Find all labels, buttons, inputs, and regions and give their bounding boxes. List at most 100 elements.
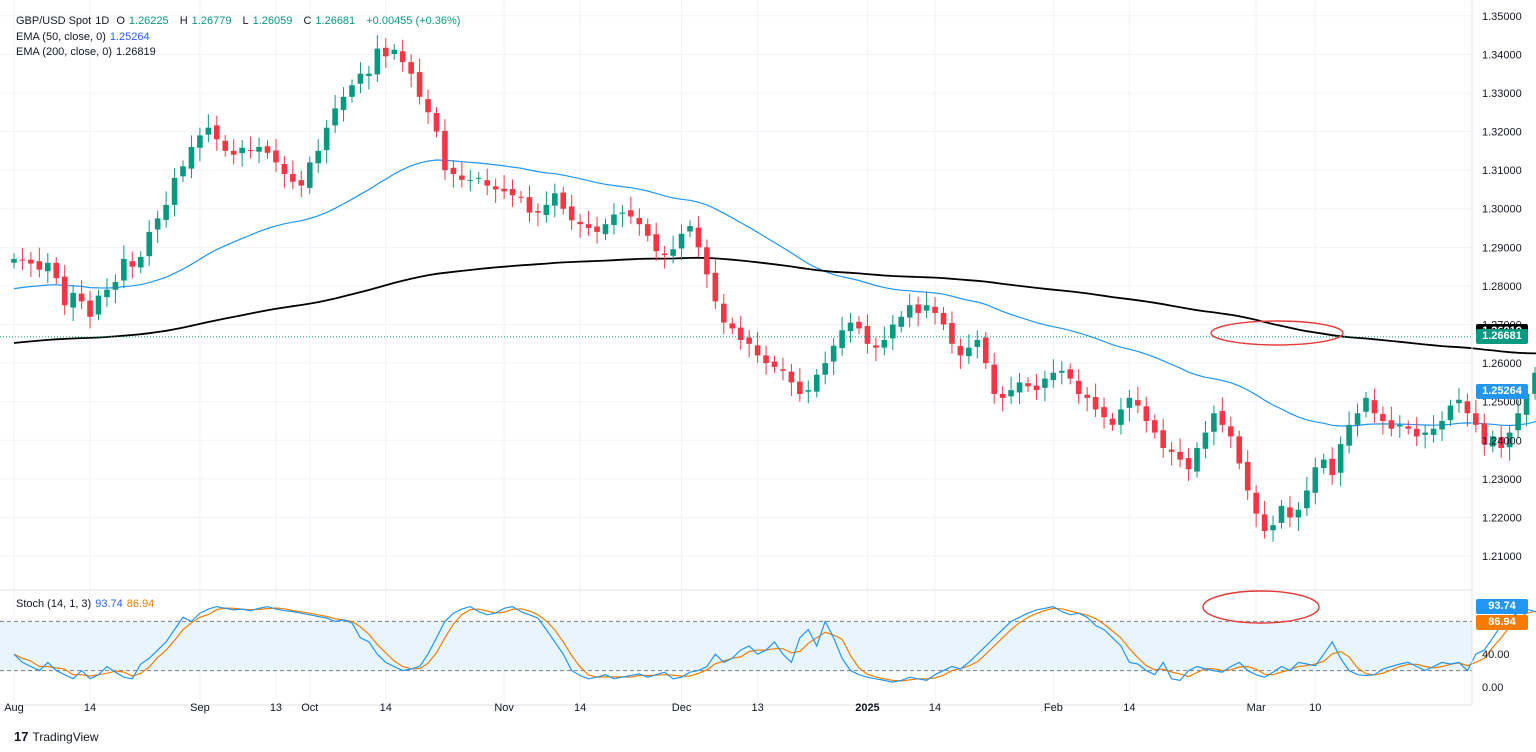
candle <box>1160 418 1166 458</box>
stoch-d-line <box>13 607 1536 682</box>
candle-body <box>1464 401 1471 414</box>
candle-body <box>1439 420 1445 430</box>
candle <box>298 170 305 198</box>
candle <box>1185 448 1192 481</box>
candle <box>712 259 719 310</box>
candle <box>1489 430 1496 453</box>
candle <box>881 326 888 356</box>
candle <box>163 191 169 228</box>
candle <box>1506 424 1513 461</box>
price-tick-label: 1.33000 <box>1482 88 1522 100</box>
candle-body <box>1033 385 1040 391</box>
candle-body <box>780 369 786 371</box>
candle <box>1253 485 1259 528</box>
candle <box>585 210 592 236</box>
candle-body <box>1413 428 1420 437</box>
candle <box>1413 417 1420 447</box>
candle-body <box>180 166 186 177</box>
candle <box>1050 359 1057 388</box>
price-tick-label: 1.23000 <box>1482 474 1522 486</box>
candle <box>695 216 702 257</box>
candle-body <box>1151 420 1158 433</box>
candle <box>830 338 837 376</box>
candle-body <box>974 339 981 347</box>
candle <box>1439 411 1445 442</box>
candles <box>11 35 1536 542</box>
candle <box>577 214 583 238</box>
candle <box>1337 436 1344 487</box>
candle <box>1244 450 1251 501</box>
candle-body <box>1329 458 1335 476</box>
candle-body <box>1320 459 1327 469</box>
candle-body <box>805 390 812 392</box>
candle <box>1320 453 1327 474</box>
candle-body <box>374 48 381 75</box>
candle-body <box>1270 525 1276 531</box>
candle <box>552 183 558 218</box>
annotations <box>1202 320 1344 624</box>
candle <box>999 386 1006 412</box>
candle <box>729 317 736 335</box>
candle-body <box>1295 509 1302 518</box>
candle-body <box>154 218 161 230</box>
candle <box>788 363 795 396</box>
candle <box>1447 399 1454 427</box>
last-price-label: 1.26681 <box>1476 329 1528 345</box>
candle-body <box>568 206 575 221</box>
candle-body <box>87 300 93 317</box>
candle <box>78 280 85 310</box>
symbol-title: GBP/USD Spot <box>16 15 92 27</box>
candle-body <box>1447 405 1454 421</box>
candle-body <box>450 167 457 175</box>
candle <box>11 253 17 269</box>
candle-body <box>1312 467 1319 493</box>
candle-body <box>560 192 567 209</box>
candle-body <box>873 345 879 348</box>
candle-body <box>797 381 803 394</box>
candle <box>721 294 727 335</box>
candle-body <box>112 282 119 290</box>
candle-body <box>1067 369 1074 379</box>
ema200-line <box>13 256 1536 355</box>
candle <box>611 202 617 235</box>
candle <box>256 137 262 164</box>
candle <box>543 191 550 223</box>
price-tick-label: 1.24000 <box>1482 435 1522 447</box>
stoch-tick-label: 0.00 <box>1482 682 1503 694</box>
candle <box>121 245 127 289</box>
candle <box>1456 388 1462 413</box>
candle <box>932 297 938 325</box>
candle-body <box>1185 458 1192 470</box>
ema50-legend: EMA (50, close, 0) 1.25264 <box>16 31 150 43</box>
tradingview-logo[interactable]: 17 TradingView <box>14 729 99 744</box>
candle <box>1346 411 1352 454</box>
candle-body <box>264 146 271 153</box>
candle <box>839 316 845 356</box>
resistance-ellipse <box>1210 320 1344 346</box>
stoch-overbought-oversold-band <box>0 621 1472 671</box>
candle-body <box>923 305 930 311</box>
candle-body <box>1430 428 1437 435</box>
candle <box>1143 396 1150 433</box>
candle-body <box>830 345 837 362</box>
candle <box>492 178 499 203</box>
candle <box>1430 415 1437 443</box>
time-tick-label: 14 <box>84 702 96 714</box>
candle <box>704 239 710 288</box>
candle-body <box>839 330 845 349</box>
candle-body <box>349 85 355 97</box>
candle-body <box>1059 370 1065 373</box>
candle <box>780 357 786 381</box>
candle <box>805 380 812 404</box>
candle-body <box>535 211 541 213</box>
candle <box>797 368 803 402</box>
candle <box>957 338 964 369</box>
candle <box>628 196 634 225</box>
candle-body <box>1109 418 1116 425</box>
candle-body <box>847 322 854 332</box>
candle-body <box>1489 436 1496 447</box>
time-tick-label: Oct <box>301 702 318 714</box>
candle <box>306 156 313 194</box>
candle <box>273 138 279 173</box>
